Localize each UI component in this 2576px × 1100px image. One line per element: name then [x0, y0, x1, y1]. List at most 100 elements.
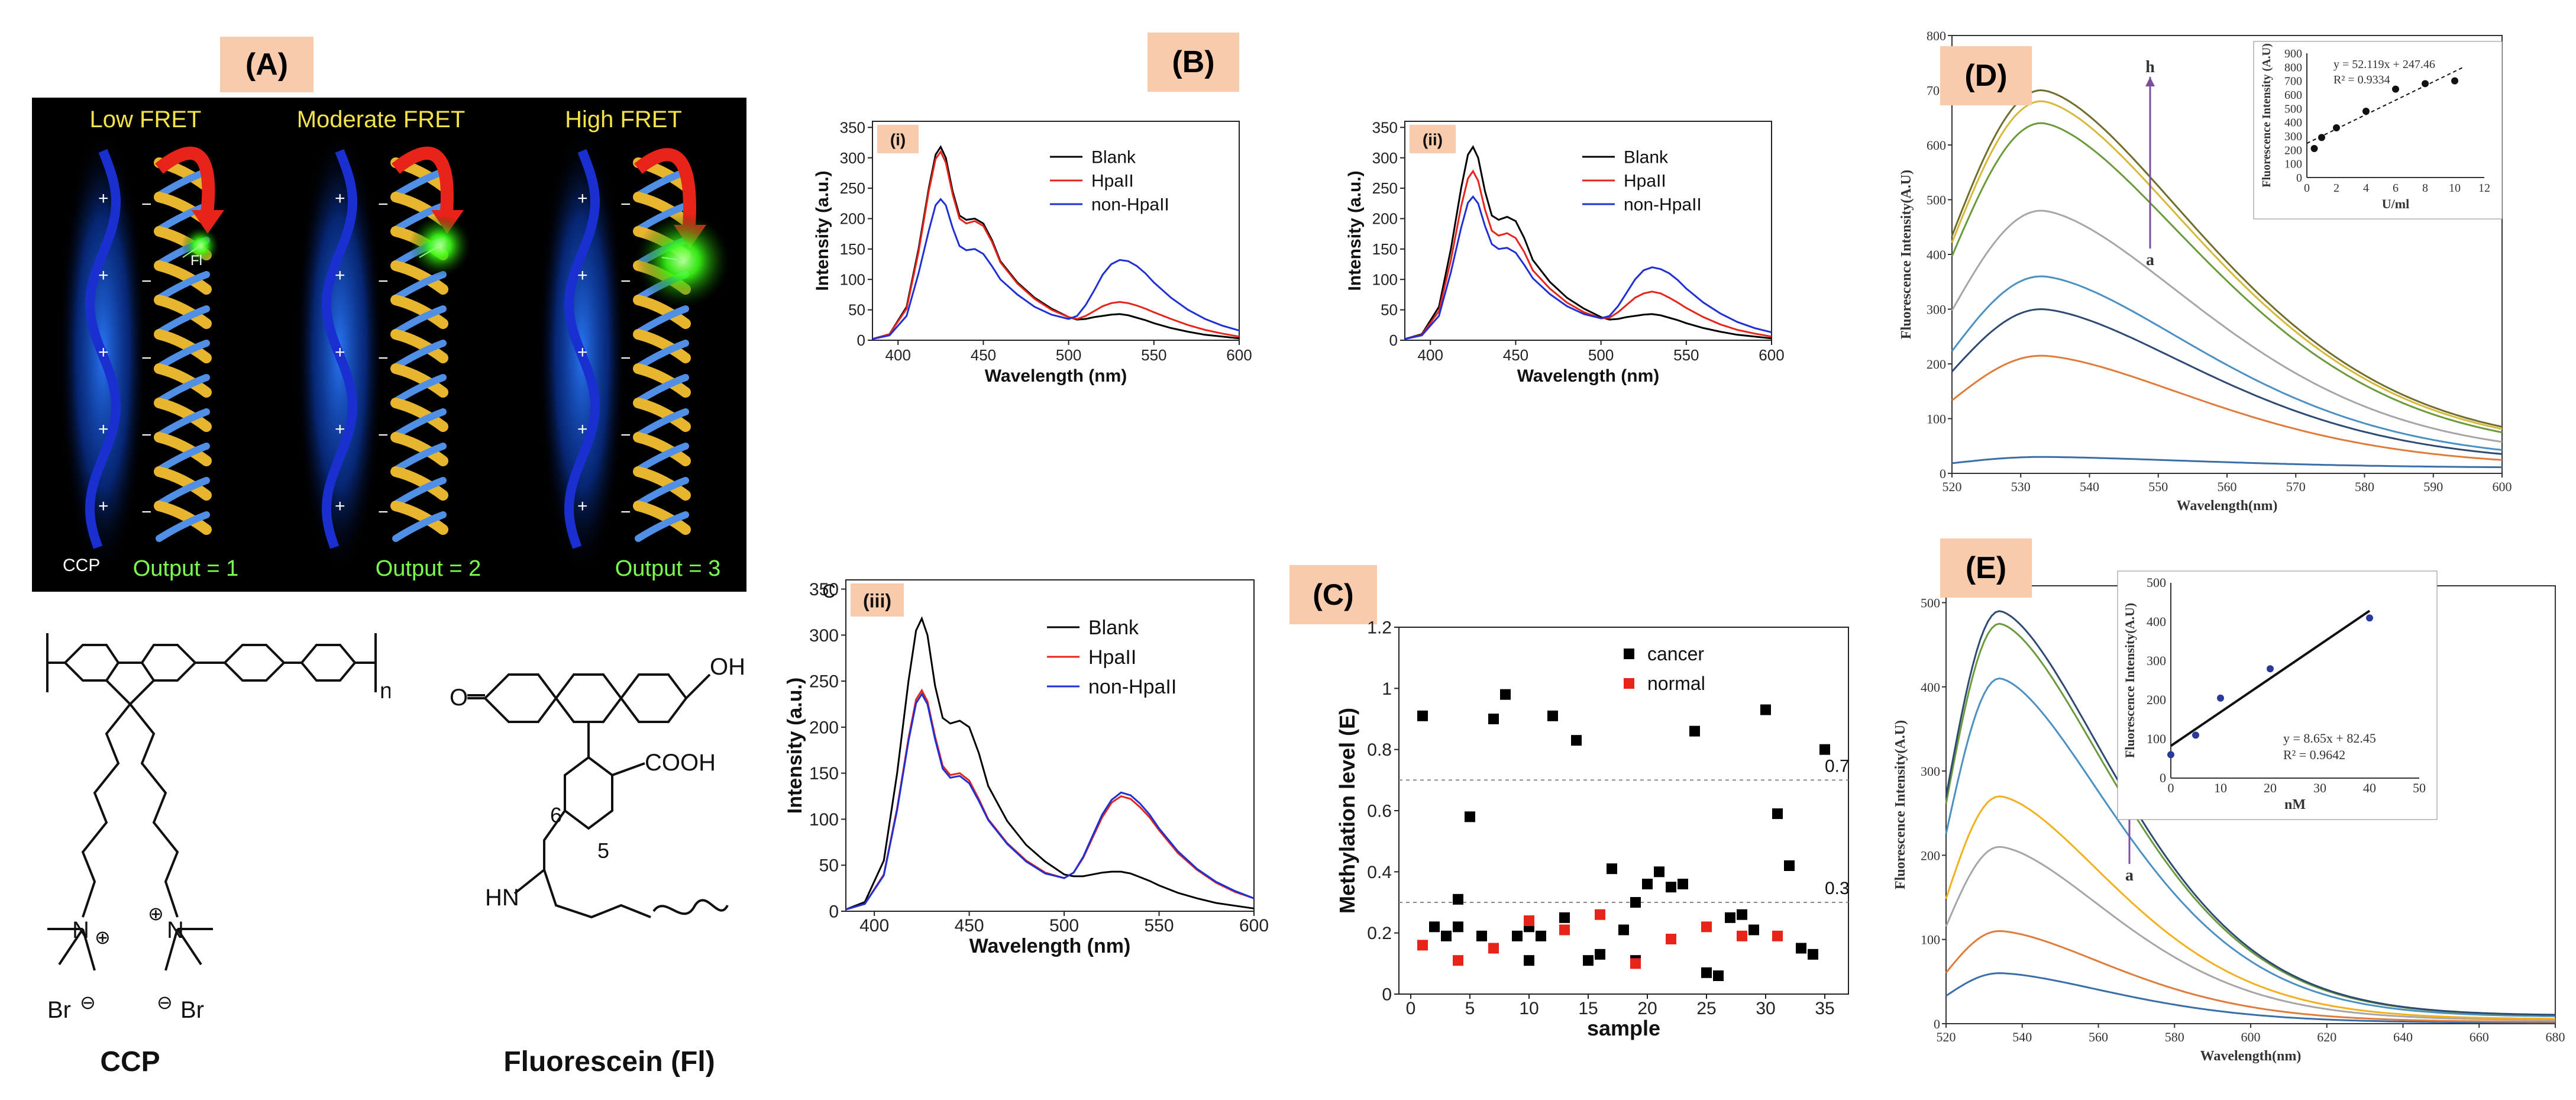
helix-blue-3-7	[635, 408, 689, 439]
x-tick-label: 30	[1756, 999, 1775, 1018]
point-normal	[1488, 943, 1499, 954]
x-axis-label: Wavelength(nm)	[2200, 1049, 2302, 1064]
point-cancer	[1796, 943, 1806, 954]
x-tick-label: 500	[1588, 346, 1614, 364]
helix-gold-3-10	[633, 501, 691, 535]
y-tick-label: 400	[1921, 680, 1940, 695]
inset-x-tick-label: 4	[2363, 182, 2369, 195]
inset-x-tick-label: 8	[2422, 182, 2428, 195]
dna-minus-2-3: −	[378, 349, 389, 368]
fret-title-low: Low FRET	[90, 107, 202, 133]
ccp-n: n	[380, 679, 390, 704]
chart-e: 520 540 560 580 600 620 640 660 680 0 100 200 300 400…	[1881, 538, 2573, 1095]
helix-gold-3-5	[633, 329, 691, 363]
panel-label-box	[851, 583, 904, 617]
inset-point	[2366, 614, 2373, 622]
x-tick-label: 570	[2286, 479, 2306, 494]
helix-blue-2-6	[392, 374, 447, 405]
inset-x-tick-label: 0	[2304, 182, 2310, 195]
fret-title-high: High FRET	[565, 107, 682, 133]
fl-oh: OH	[710, 654, 745, 680]
helix-blue-1-6	[156, 374, 210, 405]
inset-point	[2267, 665, 2274, 673]
panel-label-box	[1410, 125, 1456, 153]
y-tick-label: 0.2	[1367, 924, 1392, 943]
x-tick-label: 10	[1519, 999, 1539, 1018]
fl-five: 5	[597, 838, 609, 863]
y-axis-label: Fluorescence Intensity(A.U)	[1899, 170, 1914, 339]
ccp-n-left: N	[72, 917, 89, 943]
inset-r2: R² = 0.9642	[2283, 747, 2345, 762]
panel-d-badge: (D)	[1940, 46, 2032, 105]
x-tick-label: 590	[2423, 479, 2443, 494]
inset-point	[2217, 694, 2224, 702]
fl-linker-3	[661, 257, 683, 261]
point-normal	[1524, 915, 1534, 926]
y-tick-label: 50	[819, 856, 839, 876]
x-tick-label: 550	[2148, 479, 2168, 494]
x-tick-label: 25	[1696, 999, 1716, 1018]
y-tick-label: 800	[1927, 28, 1946, 43]
point-cancer	[1654, 866, 1664, 878]
dna-minus-2-2: −	[378, 272, 389, 291]
point-cancer	[1618, 924, 1629, 936]
y-tick-label: 250	[1372, 179, 1398, 197]
y-tick-label: 100	[1372, 270, 1398, 288]
point-cancer	[1441, 930, 1452, 941]
inset-y-tick-label: 900	[2284, 47, 2302, 60]
dna-minus-2-4: −	[378, 425, 389, 445]
ccp-label: CCP	[63, 556, 100, 575]
fret-arrow-1	[155, 146, 215, 220]
inset-fit-line	[2306, 67, 2462, 144]
chart-c: 0 5 10 15 20 25 30 35 0 0.2 0.4 0.6 0.8 1 1.2 sample Met…	[1289, 568, 1881, 1089]
chart-c-svg: 0 5 10 15 20 25 30 35 0 0.2 0.4 0.6 0.8 1 1.2 sample Met…	[1335, 618, 1850, 1041]
x-tick-label: 600	[2493, 479, 2512, 494]
ccp-plus-left: ⊕	[95, 927, 111, 948]
dna-minus-2-5: −	[378, 502, 389, 522]
panel-b-badge: (B)	[1148, 33, 1239, 92]
panel-label-box	[877, 125, 919, 153]
x-tick-label: 640	[2393, 1030, 2413, 1044]
y-axis-label: Intensity (a.u.)	[1345, 170, 1365, 291]
ccp-minus-left: ⊖	[80, 992, 96, 1013]
chart-d-svg: 520 530 540 550 560 570 580 590 6000100200300400…	[1899, 28, 2512, 514]
point-cancer	[1819, 744, 1830, 755]
inset-y-tick-label: 500	[2284, 102, 2302, 115]
legend-label-blank: Blank	[1091, 148, 1136, 167]
chart-b-ii-svg: 400 450 500 550 600 0 50 100 150 200 250 300 350 Wave…	[1345, 118, 1785, 386]
y-tick-label: 300	[1921, 764, 1940, 779]
inset-y-tick-label: 100	[2284, 158, 2302, 171]
y-tick-label: 350	[1372, 118, 1398, 136]
dna-minus-3-3: −	[620, 349, 631, 368]
series-line-hpaii	[1404, 169, 1772, 340]
fl-cooh: COOH	[645, 750, 716, 776]
helix-blue-1-5	[156, 340, 210, 370]
inset-point	[2167, 751, 2174, 759]
helix-blue-1-4	[156, 305, 210, 336]
inset-equation: y = 52.119x + 247.46	[2333, 58, 2435, 71]
x-tick-label: 400	[859, 916, 889, 936]
chart-b-i-svg: 400 450 500 550 600 0 50 100 150 200 250 300 350 Wave…	[813, 118, 1252, 386]
panel-c-badge: (C)	[1289, 565, 1377, 624]
point-normal	[1772, 930, 1783, 941]
helix-gold-1-6	[154, 363, 212, 398]
x-tick-label: 0	[1406, 999, 1416, 1018]
x-tick-label: 560	[2089, 1030, 2108, 1044]
point-normal	[1595, 909, 1605, 920]
ccp-plus-right: ⊕	[148, 903, 164, 924]
point-cancer	[1488, 714, 1499, 724]
y-tick-label: 200	[1927, 357, 1946, 372]
fl-linker-1	[182, 245, 201, 258]
helix-blue-1-9	[156, 477, 210, 508]
ccp-plus-2-2: +	[335, 266, 345, 285]
dna-minus-3-5: −	[620, 502, 631, 522]
y-tick-label: 300	[809, 626, 839, 646]
plot-frame	[1404, 121, 1772, 341]
fl-label: Fl	[190, 253, 202, 269]
ccp-name: CCP	[100, 1046, 160, 1078]
ccp-plus-3-3: +	[577, 343, 588, 362]
plot-frame	[845, 579, 1255, 912]
emission-curve-1	[1945, 972, 2556, 1024]
y-tick-label: 100	[1921, 933, 1940, 947]
x-tick-label: 620	[2317, 1030, 2336, 1044]
